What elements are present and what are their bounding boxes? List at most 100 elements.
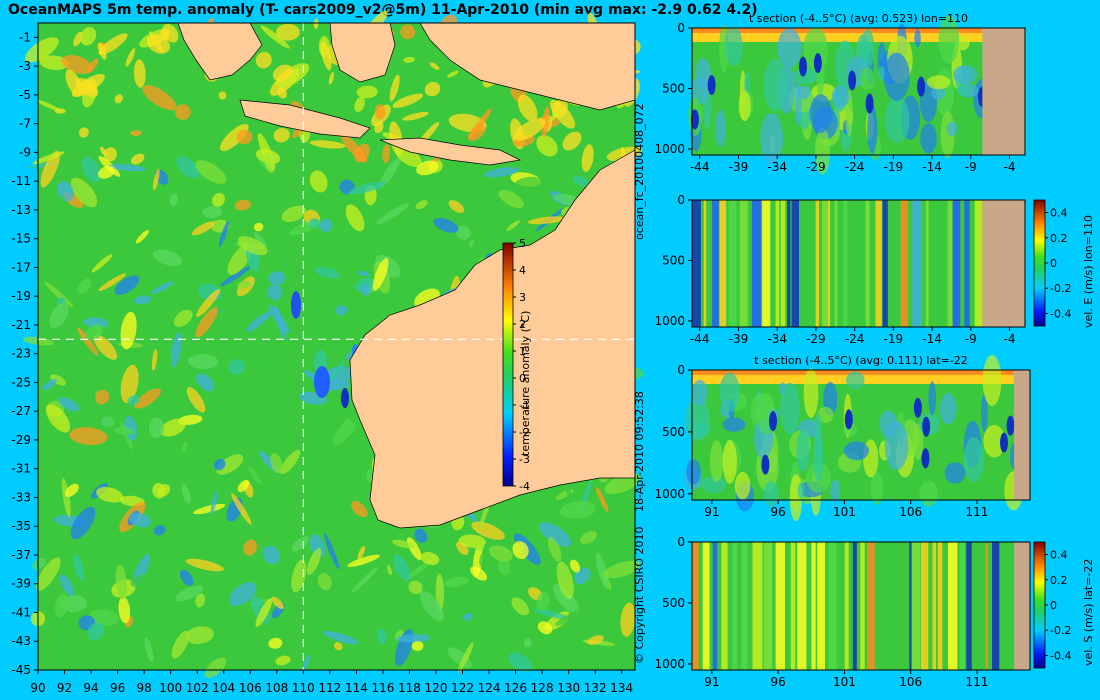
velocity-column bbox=[702, 542, 710, 670]
section-title: t section (-4..5°C) (avg: 0.523) lon=110 bbox=[749, 12, 968, 25]
velocity-column bbox=[898, 542, 905, 670]
anomaly-eddy bbox=[114, 94, 123, 104]
map-colorbar-tick-label: 5 bbox=[519, 237, 526, 250]
velocity-column bbox=[762, 200, 771, 327]
section-x-tick-label: -39 bbox=[729, 332, 749, 346]
anomaly-eddy bbox=[39, 55, 69, 70]
anomaly-eddy bbox=[198, 442, 225, 460]
section-panel-vel-s: 91 96 101 106 111 0 500 1000 bbox=[654, 535, 1031, 689]
anomaly-eddy bbox=[98, 273, 127, 292]
velocity-column bbox=[975, 542, 982, 670]
section-x-tick-label: -34 bbox=[767, 332, 787, 346]
section-x-tick-label: -24 bbox=[845, 332, 865, 346]
section-x-tick-label: -24 bbox=[845, 160, 865, 174]
velocity-column bbox=[947, 200, 953, 327]
cold-cell bbox=[761, 454, 770, 475]
anomaly-eddy bbox=[196, 373, 215, 392]
anomaly-eddy bbox=[395, 146, 423, 168]
anomaly-eddy bbox=[603, 560, 641, 579]
anomaly-eddy bbox=[45, 404, 71, 433]
velocity-column bbox=[952, 200, 961, 327]
anomaly-eddy bbox=[42, 378, 57, 391]
anomaly-eddy bbox=[289, 407, 306, 433]
anomaly-eddy bbox=[185, 558, 224, 572]
velocity-column bbox=[837, 542, 841, 670]
temp-anomaly-cell bbox=[709, 440, 724, 483]
anomaly-eddy bbox=[581, 144, 594, 172]
anomaly-eddy bbox=[309, 170, 328, 193]
section-panel-vel-e: -44 -39 -34 -29 -24 -19 -14 -9 -4 0 500 1000 bbox=[654, 193, 1026, 346]
anomaly-eddy bbox=[457, 642, 474, 673]
map-x-tick-label: 122 bbox=[451, 681, 474, 695]
anomaly-eddy bbox=[237, 236, 268, 256]
temp-anomaly-cell bbox=[686, 421, 711, 438]
temp-anomaly-cell bbox=[860, 67, 875, 91]
temp-anomaly-cell bbox=[701, 476, 727, 494]
anomaly-eddy bbox=[98, 165, 115, 179]
anomaly-eddy bbox=[275, 63, 310, 88]
anomaly-eddy bbox=[268, 271, 286, 286]
anomaly-eddy bbox=[181, 483, 191, 504]
velocity-column bbox=[815, 200, 819, 327]
temp-anomaly-cell bbox=[719, 372, 740, 412]
anomaly-eddy bbox=[171, 630, 190, 659]
map-x-tick-label: 114 bbox=[345, 681, 368, 695]
anomaly-eddy bbox=[580, 531, 597, 544]
map-x-tick-label: 104 bbox=[212, 681, 235, 695]
anomaly-eddy bbox=[309, 534, 326, 558]
anomaly-eddy bbox=[280, 449, 301, 475]
temp-anomaly-cell bbox=[939, 392, 957, 425]
anomaly-eddy bbox=[100, 146, 107, 157]
anomaly-eddy bbox=[620, 602, 636, 637]
velocity-column bbox=[843, 200, 848, 327]
colorbar-tick-label: 0.4 bbox=[1050, 207, 1068, 220]
velocity-column bbox=[1002, 542, 1012, 670]
anomaly-eddy bbox=[243, 539, 257, 556]
anomaly-eddy bbox=[348, 181, 387, 195]
anomaly-eddy bbox=[127, 395, 140, 406]
map-x-tick-label: 106 bbox=[239, 681, 262, 695]
section-y-tick-label: 1000 bbox=[654, 142, 685, 156]
anomaly-eddy bbox=[468, 125, 486, 141]
anomaly-eddy bbox=[536, 592, 550, 611]
map-y-tick-label: -37 bbox=[11, 548, 31, 562]
anomaly-eddy bbox=[130, 153, 145, 165]
anomaly-eddy bbox=[73, 31, 83, 47]
colorbar-tick-label: 0.4 bbox=[1050, 549, 1068, 562]
anomaly-eddy bbox=[133, 59, 146, 88]
anomaly-eddy bbox=[276, 23, 300, 41]
anomaly-eddy bbox=[508, 652, 533, 673]
cold-cell bbox=[707, 75, 716, 96]
anomaly-eddy bbox=[70, 177, 98, 208]
anomaly-eddy bbox=[393, 554, 411, 581]
anomaly-eddy bbox=[306, 548, 322, 575]
temp-anomaly-cell bbox=[884, 96, 910, 143]
colorbar-tick-label: 0 bbox=[1050, 257, 1057, 270]
anomaly-eddy bbox=[541, 106, 551, 138]
anomaly-eddy bbox=[273, 127, 290, 143]
anomaly-eddy bbox=[354, 143, 370, 163]
section-x-tick-label: -44 bbox=[690, 332, 710, 346]
velocity-column bbox=[721, 542, 728, 670]
anomaly-eddy bbox=[345, 204, 365, 232]
section-y-tick-label: 0 bbox=[677, 363, 685, 377]
section-y-tick-label: 500 bbox=[662, 253, 685, 267]
anomaly-eddy bbox=[468, 239, 475, 247]
anomaly-eddy bbox=[506, 220, 520, 231]
anomaly-eddy bbox=[314, 266, 340, 279]
velocity-column bbox=[739, 200, 748, 327]
anomaly-eddy bbox=[212, 192, 225, 207]
anomaly-eddy bbox=[552, 584, 580, 615]
section-x-tick-label: -14 bbox=[922, 332, 942, 346]
anomaly-eddy bbox=[536, 135, 558, 157]
section-title: t section (-4..5°C) (avg: 0.111) lat=-22 bbox=[754, 354, 967, 367]
velocity-column bbox=[853, 200, 861, 327]
anomaly-eddy bbox=[524, 637, 532, 648]
velocity-column bbox=[911, 542, 921, 670]
section-x-tick-label: 96 bbox=[771, 675, 786, 689]
colorbar-tick-label: -0.4 bbox=[1050, 307, 1071, 320]
cold-anomaly-patch bbox=[314, 366, 330, 398]
anomaly-eddy bbox=[216, 454, 244, 475]
land-borneo bbox=[329, 22, 396, 83]
temp-anomaly-cell bbox=[803, 26, 829, 74]
